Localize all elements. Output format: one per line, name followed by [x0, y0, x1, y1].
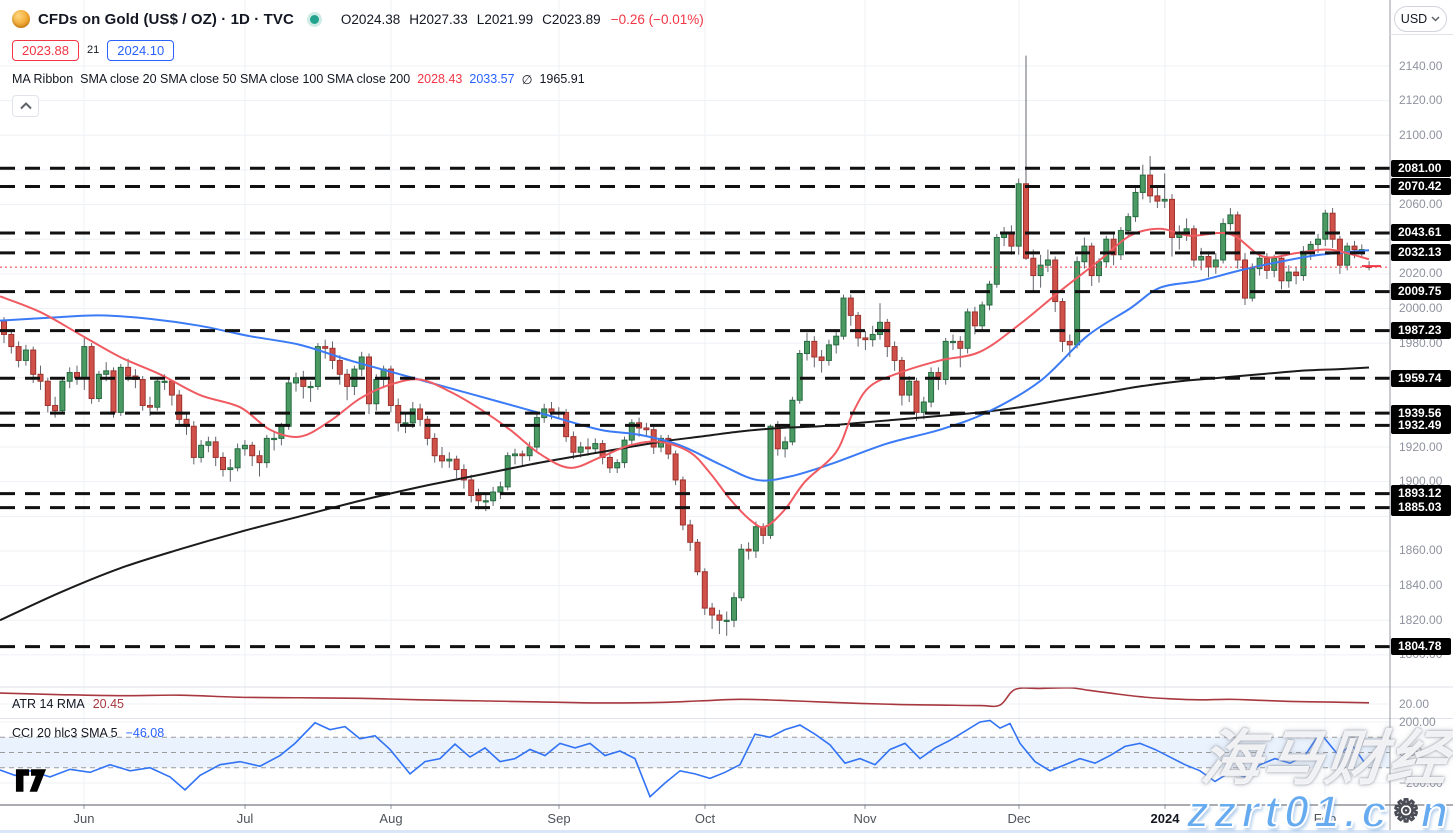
buy-price-button[interactable]: 2024.10 — [107, 39, 175, 61]
ma-avg-symbol: ∅ — [521, 72, 533, 87]
ohlc-values: O2024.38 H2027.33 L2021.99 C2023.89 — [340, 11, 601, 27]
level-badge: 1893.12 — [1391, 485, 1451, 503]
price-tick: 2100.00 — [1399, 127, 1443, 142]
price-tick: 1920.00 — [1399, 439, 1443, 454]
price-tick: 1980.00 — [1399, 335, 1443, 350]
ma-sma20-value: 2028.43 — [417, 72, 463, 86]
price-tick: 2120.00 — [1399, 93, 1443, 108]
ma-ribbon-legend[interactable]: MA Ribbon SMA close 20 SMA close 50 SMA … — [12, 71, 704, 87]
gold-symbol-icon — [12, 10, 30, 28]
level-badge: 1932.49 — [1391, 416, 1451, 434]
time-label: Dec — [1007, 811, 1031, 826]
cci-label: CCI 20 hlc3 SMA 5 — [12, 726, 118, 740]
sell-price-button[interactable]: 2023.88 — [12, 39, 79, 61]
spread-value: 21 — [87, 44, 100, 56]
time-label: Feb — [1313, 811, 1337, 826]
price-tick: 1860.00 — [1399, 543, 1443, 558]
tradingview-logo[interactable] — [15, 768, 47, 798]
ma-ribbon-name: MA Ribbon — [12, 72, 74, 86]
chevron-up-icon — [19, 102, 32, 110]
atr-label: ATR 14 RMA — [12, 697, 85, 711]
time-label: Oct — [694, 811, 716, 826]
close-value: 2023.89 — [551, 11, 601, 27]
price-axis[interactable]: USD 2140.00 2120.00 2100.00 2060.00 2020.00 2… — [1390, 0, 1453, 833]
cci-indicator-legend[interactable]: CCI 20 hlc3 SMA 5 −46.08 — [12, 726, 164, 740]
price-tick: 2060.00 — [1399, 197, 1443, 212]
cci-tick: 200.00 — [1399, 714, 1436, 729]
price-tick: 1820.00 — [1399, 612, 1443, 627]
time-label: Sep — [547, 811, 571, 826]
chevron-down-icon — [1431, 16, 1440, 22]
level-badge: 2081.00 — [1391, 159, 1451, 177]
time-label: Jul — [236, 811, 254, 826]
time-label: Jun — [73, 811, 95, 826]
level-badge: 1959.74 — [1391, 369, 1451, 387]
level-badge: 1804.78 — [1391, 638, 1451, 656]
level-badge: 2043.61 — [1391, 224, 1451, 242]
currency-label: USD — [1400, 12, 1428, 26]
price-tick: 1900.00 — [1399, 474, 1443, 489]
cci-tick: 0.00 — [1399, 745, 1423, 759]
chart-header: CFDs on Gold (US$ / OZ) · 1D · TVC O2024… — [12, 8, 704, 117]
market-status-icon[interactable] — [309, 14, 319, 24]
ma-sma50-value: 2033.57 — [469, 72, 515, 86]
level-badge: 1987.23 — [1391, 322, 1451, 340]
atr-tick: 20.00 — [1399, 696, 1430, 711]
cci-tick: −200.00 — [1399, 775, 1443, 790]
time-label: 2024 — [1150, 811, 1180, 826]
currency-selector[interactable]: USD — [1394, 6, 1447, 32]
ma-ribbon-params: SMA close 20 SMA close 50 SMA close 100 … — [80, 72, 411, 86]
ma-avg-value: 1965.91 — [539, 72, 585, 86]
price-tick: 2000.00 — [1399, 300, 1443, 315]
time-axis-gear-icon[interactable]: ⚙ — [1392, 794, 1420, 829]
collapse-indicators-button[interactable] — [12, 95, 39, 117]
level-badge: 2032.13 — [1391, 244, 1451, 262]
price-tick: 1840.00 — [1399, 578, 1443, 593]
level-badge: 1885.03 — [1391, 499, 1451, 517]
price-tick: 2140.00 — [1399, 58, 1443, 73]
time-label: Nov — [853, 811, 877, 826]
symbol-title[interactable]: CFDs on Gold (US$ / OZ) · 1D · TVC — [38, 10, 294, 28]
change-value: −0.26 (−0.01%) — [610, 11, 704, 27]
time-axis[interactable]: Jun Jul Aug Sep Oct Nov Dec 2024 Feb — [0, 806, 1390, 830]
atr-indicator-legend[interactable]: ATR 14 RMA 20.45 — [12, 697, 124, 711]
open-value: 2024.38 — [351, 11, 401, 27]
level-badge: 2070.42 — [1391, 178, 1451, 195]
high-value: 2027.33 — [418, 11, 468, 27]
price-tick: 2020.00 — [1399, 266, 1443, 281]
time-label: Aug — [379, 811, 403, 826]
atr-value: 20.45 — [92, 697, 124, 711]
cci-value: −46.08 — [125, 726, 165, 740]
low-value: 2021.99 — [484, 11, 534, 27]
level-badge: 2009.75 — [1391, 283, 1451, 301]
